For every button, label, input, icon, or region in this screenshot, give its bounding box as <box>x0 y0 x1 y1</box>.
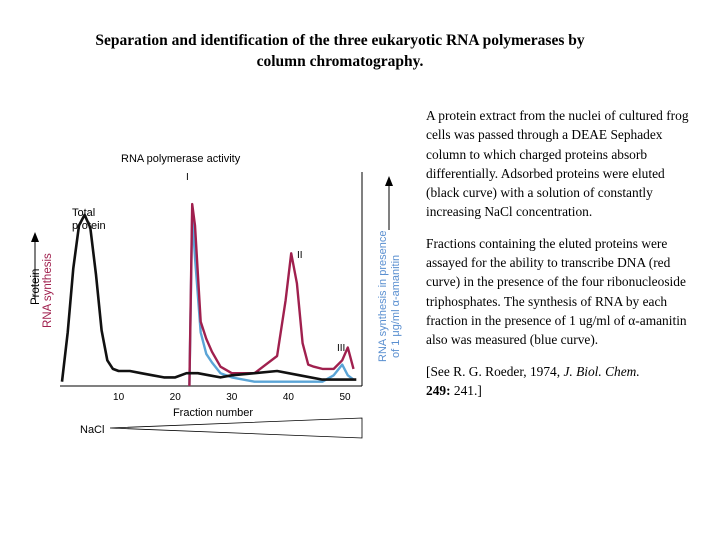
annotation-total-protein-line-1: Total <box>72 207 95 219</box>
description-paragraph-2: Fractions containing the eluted proteins… <box>426 235 687 348</box>
x-tick-label: 20 <box>170 392 182 403</box>
slide-title: Separation and identification of the thr… <box>40 30 640 72</box>
chart-title: RNA polymerase activity <box>121 153 241 165</box>
slide-title-line-1: Separation and identification of the thr… <box>95 32 585 49</box>
annotation-peak-ii: II <box>297 250 303 261</box>
description-paragraph-1: A protein extract from the nuclei of cul… <box>426 108 689 220</box>
x-tick-label: 30 <box>226 392 238 403</box>
annotation-peak-i: I <box>186 172 189 183</box>
ylabel-right-line-2: of 1 μg/ml α-amanitin <box>390 255 402 358</box>
x-axis-label: Fraction number <box>173 407 253 419</box>
chart-series <box>60 202 357 387</box>
series-line-protein <box>60 213 357 382</box>
ylabel-right-line-1: RNA synthesis in presence <box>377 231 389 362</box>
description: A protein extract from the nuclei of cul… <box>426 106 698 400</box>
ylabel-rna-synthesis: RNA synthesis <box>42 253 54 328</box>
left-axis-arrow <box>31 232 39 300</box>
nacl-gradient-wedge <box>109 417 363 439</box>
citation-journal: J. Biol. Chem. <box>563 363 640 379</box>
series-line-rna-synthesis <box>188 202 355 387</box>
x-tick-label: 10 <box>113 392 125 403</box>
nacl-label: NaCl <box>80 424 104 436</box>
ylabel-protein: Protein <box>30 269 42 305</box>
right-axis-arrow <box>385 176 393 230</box>
x-tick-label: 40 <box>283 392 295 403</box>
citation: [See R. G. Roeder, 1974, J. Biol. Chem. 2… <box>426 362 698 401</box>
slide-title-line-2: column chromatography. <box>256 53 424 70</box>
series-line-rna-synthesis-alpha-amanitin <box>188 213 355 387</box>
annotation-peak-iii: III <box>337 343 345 354</box>
x-tick-labels: 10 20 30 40 50 <box>113 392 351 403</box>
citation-volume: 249: <box>426 382 451 398</box>
citation-prefix: [See R. G. Roeder, 1974, <box>426 363 564 379</box>
x-tick-label: 50 <box>339 392 351 403</box>
citation-suffix: 241.] <box>450 382 482 398</box>
